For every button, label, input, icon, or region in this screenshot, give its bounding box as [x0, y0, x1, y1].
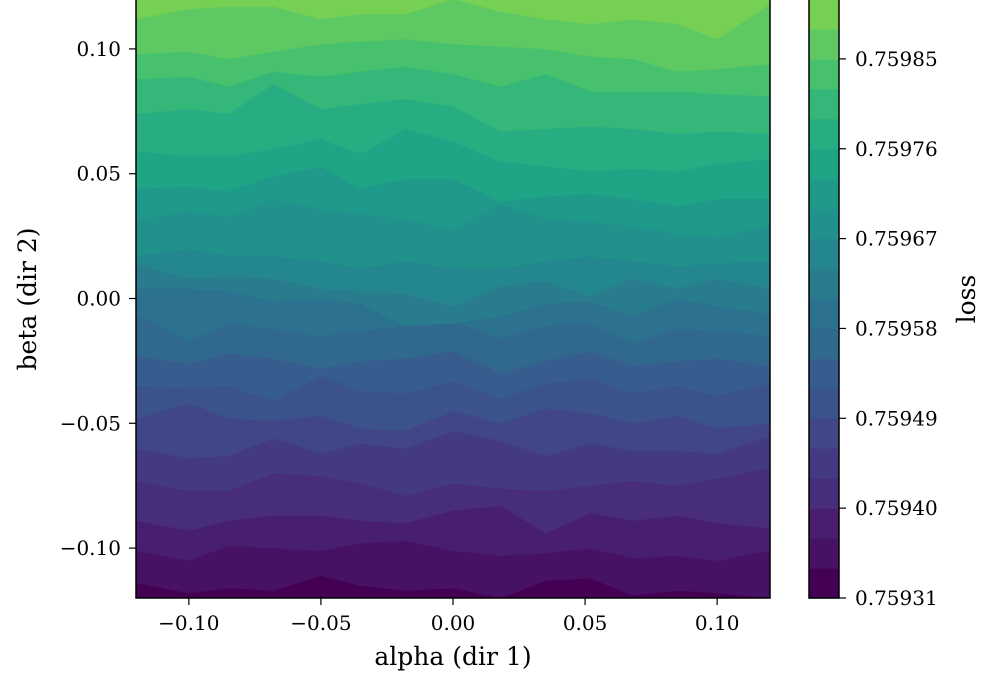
colorbar-swatch: [809, 328, 839, 359]
colorbar-swatch: [809, 0, 839, 30]
x-axis-title: alpha (dir 1): [374, 642, 531, 671]
colorbar-swatch: [809, 478, 839, 509]
plot-area: [136, 0, 770, 598]
x-tick-label: 0.00: [431, 611, 476, 635]
colorbar-swatch: [809, 28, 839, 60]
colorbar-swatch: [809, 448, 839, 479]
y-tick-label: 0.05: [76, 162, 121, 186]
y-tick-label: 0.00: [76, 287, 121, 311]
x-axis: −0.10 −0.05 0.00 0.05 0.10: [158, 598, 739, 635]
colorbar-swatch: [809, 298, 839, 330]
colorbar-tick-label: 0.75940: [855, 496, 938, 520]
colorbar-tick-label: 0.75985: [855, 47, 938, 71]
colorbar-swatch: [809, 118, 839, 150]
x-tick-label: 0.05: [563, 611, 608, 635]
colorbar-tick-label: 0.75949: [855, 406, 938, 430]
x-tick-label: −0.05: [290, 611, 351, 635]
colorbar-swatch: [809, 148, 839, 180]
colorbar-frame: [808, 0, 840, 599]
colorbar-swatch: [809, 568, 839, 599]
y-tick-label: 0.10: [76, 37, 121, 61]
y-tick-label: −0.05: [60, 411, 121, 435]
colorbar-swatch: [809, 238, 839, 270]
colorbar: [809, 0, 839, 599]
y-axis-title: beta (dir 2): [13, 227, 42, 370]
x-tick-label: 0.10: [695, 611, 740, 635]
colorbar-axis: 0.75931 0.75940 0.75949 0.75958 0.75967 0.759…: [839, 47, 938, 610]
colorbar-swatch: [809, 58, 839, 90]
colorbar-tick-label: 0.75958: [855, 316, 938, 340]
colorbar-swatch: [809, 418, 839, 449]
colorbar-tick-label: 0.75967: [855, 227, 938, 251]
colorbar-swatch: [809, 208, 839, 240]
colorbar-swatch: [809, 358, 839, 389]
colorbar-swatch: [809, 538, 839, 569]
colorbar-swatch: [809, 88, 839, 120]
y-tick-label: −0.10: [60, 536, 121, 560]
colorbar-swatch: [809, 388, 839, 419]
colorbar-swatch: [809, 178, 839, 210]
colorbar-swatch: [809, 508, 839, 539]
colorbar-swatch: [809, 268, 839, 300]
colorbar-tick-label: 0.75976: [855, 137, 938, 161]
y-axis: −0.10 −0.05 0.00 0.05 0.10: [60, 37, 136, 560]
contour-band: [136, 0, 770, 40]
x-tick-label: −0.10: [158, 611, 219, 635]
colorbar-title: loss: [952, 275, 981, 324]
colorbar-tick-label: 0.75931: [855, 586, 938, 610]
